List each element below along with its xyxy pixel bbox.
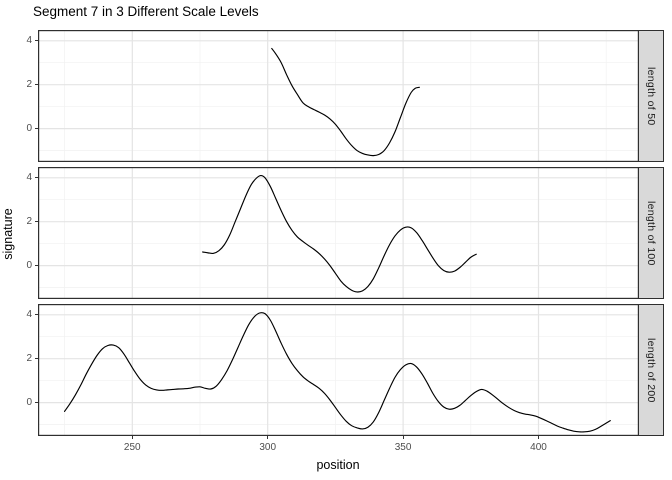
y-tick-label: 4 <box>26 35 32 47</box>
chart-title: Segment 7 in 3 Different Scale Levels <box>33 4 259 19</box>
y-tick-label: 4 <box>26 309 32 321</box>
x-tick-label: 350 <box>394 441 412 453</box>
y-tick-label: 0 <box>26 397 32 409</box>
facet-strip-2: length of 200 <box>638 304 664 436</box>
facet-strip-label: length of 50 <box>645 66 657 126</box>
facet-strip-label: length of 100 <box>645 200 657 266</box>
x-tick-mark <box>402 436 404 439</box>
facet-panel-0 <box>38 30 639 162</box>
signature-curve <box>271 47 420 157</box>
x-tick-mark <box>131 436 133 439</box>
facet-panel-1 <box>38 167 639 299</box>
x-tick-mark <box>267 436 269 439</box>
y-axis-title: signature <box>1 208 15 260</box>
x-tick-label: 250 <box>123 441 141 453</box>
y-tick-label: 2 <box>26 353 32 365</box>
y-tick-label: 2 <box>26 79 32 91</box>
signature-curve <box>63 312 611 433</box>
x-axis-title: position <box>316 458 360 472</box>
x-tick-mark <box>538 436 540 439</box>
panel-border <box>38 30 639 162</box>
y-tick-label: 0 <box>26 123 32 135</box>
facet-panel-2 <box>38 304 639 436</box>
signature-curve <box>202 174 477 293</box>
facet-strip-label: length of 200 <box>645 337 657 403</box>
panel-border <box>38 304 639 436</box>
y-tick-label: 4 <box>26 172 32 184</box>
x-tick-label: 300 <box>259 441 277 453</box>
x-tick-label: 400 <box>530 441 547 453</box>
facet-strip-0: length of 50 <box>638 30 664 162</box>
facet-strip-1: length of 100 <box>638 167 664 299</box>
